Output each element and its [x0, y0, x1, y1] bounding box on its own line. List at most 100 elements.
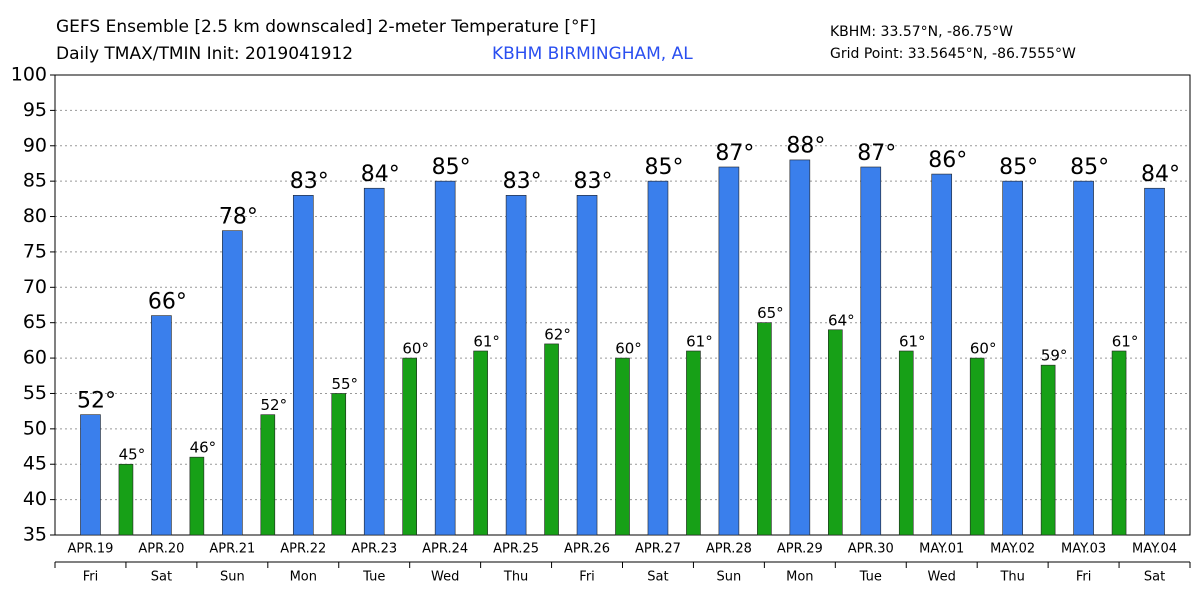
value-label: 61° [686, 333, 713, 351]
value-label: 85° [999, 155, 1038, 180]
x-tick-label: MAY.04 [1132, 542, 1177, 557]
weekday-label: Fri [1076, 570, 1092, 585]
value-label: 65° [757, 304, 784, 322]
value-label: 87° [715, 141, 754, 166]
value-label: 62° [544, 325, 571, 343]
y-tick-label: 70 [23, 276, 47, 298]
x-tick-label: MAY.01 [919, 542, 964, 557]
y-tick-label: 65 [23, 311, 47, 333]
value-label: 61° [1112, 333, 1139, 351]
bar [260, 414, 276, 536]
value-label: 46° [190, 439, 217, 457]
x-tick-label: APR.28 [706, 542, 752, 557]
y-tick-label: 50 [23, 417, 47, 439]
y-tick-label: 40 [23, 488, 47, 510]
bar [292, 195, 314, 536]
bar [189, 456, 205, 536]
y-tick-label: 35 [23, 524, 47, 546]
x-tick-label: APR.24 [422, 542, 468, 557]
value-label: 83° [290, 169, 329, 194]
bar [718, 166, 740, 536]
y-tick-label: 95 [23, 99, 47, 121]
x-tick-label: APR.22 [280, 542, 326, 557]
bar [1002, 180, 1023, 536]
x-tick-label: APR.25 [493, 542, 539, 557]
value-label: 45° [119, 446, 146, 464]
y-tick-label: 45 [23, 453, 47, 475]
y-tick-label: 100 [11, 64, 47, 86]
bar [434, 180, 456, 536]
value-label: 86° [928, 148, 967, 173]
value-label: 85° [1070, 155, 1109, 180]
y-tick-label: 90 [23, 134, 47, 156]
x-tick-label: APR.26 [564, 542, 610, 557]
weekday-label: Wed [928, 570, 956, 585]
bar [505, 195, 527, 536]
x-tick-label: APR.21 [209, 542, 255, 557]
bar [80, 414, 101, 536]
x-tick-label: APR.30 [848, 542, 894, 557]
y-tick-label: 85 [23, 170, 47, 192]
value-label: 52° [261, 396, 288, 414]
chart-subtitle: Daily TMAX/TMIN Init: 2019041912 [56, 44, 353, 64]
weekday-label: Fri [579, 570, 595, 585]
x-tick-label: APR.27 [635, 542, 681, 557]
bar [931, 173, 953, 536]
weekday-label: Thu [999, 570, 1024, 585]
value-label: 85° [432, 155, 471, 180]
bar [898, 350, 914, 536]
bar [1073, 180, 1094, 536]
bar [1040, 364, 1056, 536]
value-label: 55° [331, 375, 358, 393]
bar [118, 463, 134, 536]
value-label: 52° [77, 388, 116, 413]
weekday-label: Sat [647, 570, 668, 585]
bar [1144, 187, 1165, 536]
value-label: 59° [1041, 347, 1068, 365]
weekday-label: Wed [431, 570, 459, 585]
weekday-label: Thu [503, 570, 528, 585]
bar [402, 357, 417, 536]
bar [757, 322, 772, 536]
station-coords: KBHM: 33.57°N, -86.75°W [830, 24, 1013, 40]
x-tick-label: APR.29 [777, 542, 823, 557]
weekday-label: Mon [290, 570, 317, 585]
value-label: 60° [970, 340, 997, 358]
bar [860, 166, 882, 536]
bar [576, 195, 598, 536]
value-label: 84° [1141, 162, 1180, 187]
bar [789, 159, 811, 536]
bar [544, 343, 559, 536]
value-label: 61° [473, 333, 500, 351]
weekday-label: Sat [1144, 570, 1165, 585]
y-tick-label: 60 [23, 347, 47, 369]
weekday-label: Sun [220, 570, 245, 585]
bar [222, 230, 243, 536]
x-tick-label: MAY.02 [990, 542, 1035, 557]
x-tick-label: APR.23 [351, 542, 397, 557]
value-label: 83° [503, 169, 542, 194]
x-tick-label: APR.19 [67, 542, 113, 557]
weekday-label: Sat [151, 570, 172, 585]
value-label: 78° [219, 204, 258, 229]
x-tick-label: APR.20 [138, 542, 184, 557]
weekday-label: Mon [786, 570, 813, 585]
bar [647, 180, 669, 536]
weekday-label: Fri [83, 570, 99, 585]
value-label: 87° [857, 141, 896, 166]
value-label: 83° [574, 169, 613, 194]
bar [331, 393, 347, 536]
value-label: 66° [148, 289, 187, 314]
weekday-label: Tue [362, 570, 385, 585]
value-label: 61° [899, 333, 926, 351]
chart-title: GEFS Ensemble [2.5 km downscaled] 2-mete… [56, 17, 596, 37]
y-tick-label: 55 [23, 382, 47, 404]
x-tick-label: MAY.03 [1061, 542, 1106, 557]
bar [151, 315, 172, 536]
bar [363, 187, 385, 536]
bar [686, 350, 701, 536]
value-label: 60° [615, 340, 642, 358]
bar [828, 329, 843, 536]
value-label: 64° [828, 311, 855, 329]
